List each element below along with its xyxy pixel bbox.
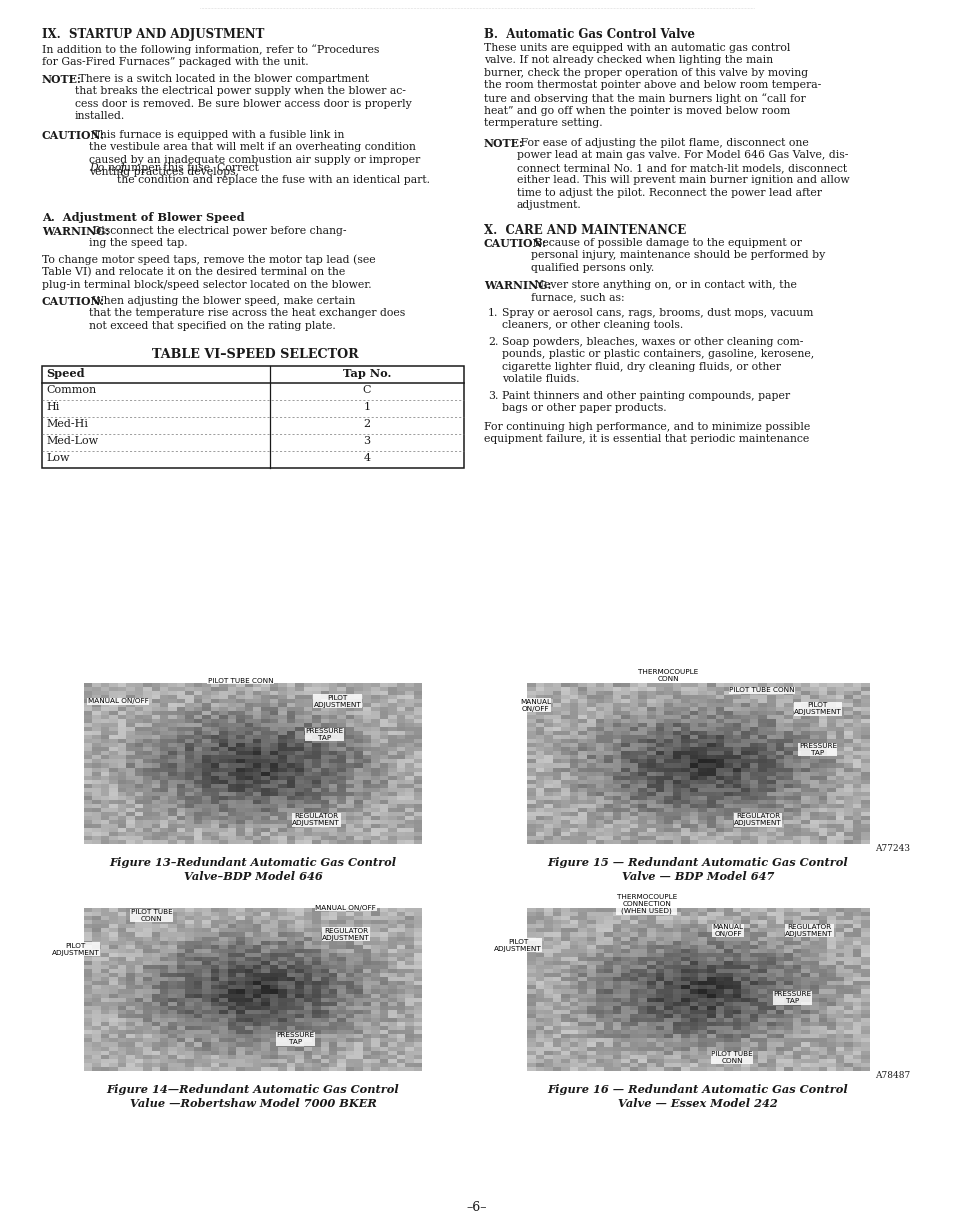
Text: Paint thinners and other painting compounds, paper
bags or other paper products.: Paint thinners and other painting compou… (501, 391, 789, 414)
Text: –6–: –6– (466, 1201, 487, 1214)
Bar (483, 893, 911, 1079)
Text: For continuing high performance, and to minimize possible
equipment failure, it : For continuing high performance, and to … (483, 422, 809, 445)
Text: REGULATOR
ADJUSTMENT: REGULATOR ADJUSTMENT (733, 813, 781, 826)
Text: MANUAL
ON/OFF: MANUAL ON/OFF (519, 699, 550, 711)
Text: REGULATOR
ADJUSTMENT: REGULATOR ADJUSTMENT (321, 927, 370, 941)
Text: MANUAL
ON/OFF: MANUAL ON/OFF (712, 923, 742, 937)
Text: 1: 1 (363, 402, 370, 413)
Text: C: C (362, 386, 371, 395)
Text: Figure 13–Redundant Automatic Gas Control
Valve–BDP Model 646: Figure 13–Redundant Automatic Gas Contro… (110, 857, 396, 882)
Text: REGULATOR
ADJUSTMENT: REGULATOR ADJUSTMENT (293, 813, 340, 826)
Text: IX.  STARTUP AND ADJUSTMENT: IX. STARTUP AND ADJUSTMENT (42, 28, 264, 41)
Text: PILOT TUBE CONN: PILOT TUBE CONN (208, 678, 273, 684)
Text: MANUAL ON/OFF: MANUAL ON/OFF (88, 699, 148, 705)
Text: Hi: Hi (46, 402, 59, 413)
Text: For ease of adjusting the pilot flame, disconnect one
power lead at main gas val: For ease of adjusting the pilot flame, d… (517, 138, 849, 210)
Text: THERMOCOUPLE
CONNECTION
(WHEN USED): THERMOCOUPLE CONNECTION (WHEN USED) (616, 894, 676, 915)
Text: PILOT
ADJUSTMENT: PILOT ADJUSTMENT (314, 695, 361, 707)
Text: NOTE:: NOTE: (483, 138, 523, 149)
Text: PRESSURE
TAP: PRESSURE TAP (772, 991, 810, 1005)
Text: Soap powders, bleaches, waxes or other cleaning com-
pounds, plastic or plastic : Soap powders, bleaches, waxes or other c… (501, 336, 814, 384)
Text: 2.: 2. (488, 336, 497, 348)
Text: CAUTION:: CAUTION: (42, 296, 105, 307)
Text: When adjusting the blower speed, make certain
that the temperature rise across t: When adjusting the blower speed, make ce… (89, 296, 405, 330)
Text: Figure 14—Redundant Automatic Gas Control
Value —Robertshaw Model 7000 BKER: Figure 14—Redundant Automatic Gas Contro… (107, 1084, 399, 1109)
Text: Common: Common (46, 386, 96, 395)
Text: B.  Automatic Gas Control Valve: B. Automatic Gas Control Valve (483, 28, 695, 41)
Text: PILOT TUBE
CONN: PILOT TUBE CONN (131, 909, 172, 922)
Bar (42, 668, 463, 853)
Text: PRESSURE
TAP: PRESSURE TAP (275, 1033, 314, 1045)
Text: A78487: A78487 (874, 1071, 909, 1079)
Text: Speed: Speed (46, 368, 85, 379)
Text: CAUTION:: CAUTION: (483, 238, 547, 249)
Text: PILOT TUBE
CONN: PILOT TUBE CONN (711, 1051, 752, 1063)
Bar (42, 893, 463, 1079)
Text: jumper this fuse. Correct
the condition and replace the fuse with an identical p: jumper this fuse. Correct the condition … (117, 163, 430, 185)
Text: Never store anything on, or in contact with, the
furnace, such as:: Never store anything on, or in contact w… (531, 280, 796, 302)
Text: PRESSURE
TAP: PRESSURE TAP (305, 728, 343, 742)
Text: NOTE:: NOTE: (42, 74, 82, 85)
Text: To change motor speed taps, remove the motor tap lead (see
Table VI) and relocat: To change motor speed taps, remove the m… (42, 254, 375, 290)
Text: MANUAL ON/OFF: MANUAL ON/OFF (315, 905, 375, 911)
Text: A77243: A77243 (874, 844, 909, 853)
Text: Med-Low: Med-Low (46, 436, 98, 446)
Text: A.  Adjustment of Blower Speed: A. Adjustment of Blower Speed (42, 212, 244, 223)
Text: Low: Low (46, 453, 70, 463)
Text: These units are equipped with an automatic gas control
valve. If not already che: These units are equipped with an automat… (483, 43, 821, 129)
Text: PILOT TUBE CONN: PILOT TUBE CONN (729, 688, 794, 693)
Text: X.  CARE AND MAINTENANCE: X. CARE AND MAINTENANCE (483, 223, 685, 237)
Text: THERMOCOUPLE
CONN: THERMOCOUPLE CONN (638, 669, 698, 682)
Text: PILOT
ADJUSTMENT: PILOT ADJUSTMENT (793, 702, 841, 715)
Text: Tap No.: Tap No. (342, 368, 391, 379)
Text: CAUTION:: CAUTION: (42, 130, 105, 141)
Text: WARNING:: WARNING: (483, 280, 551, 291)
Text: Med-Hi: Med-Hi (46, 419, 88, 429)
Text: This furnace is equipped with a fusible link in
the vestibule area that will mel: This furnace is equipped with a fusible … (89, 130, 420, 177)
Text: There is a switch located in the blower compartment
that breaks the electrical p: There is a switch located in the blower … (75, 74, 412, 122)
Text: PRESSURE
TAP: PRESSURE TAP (798, 743, 836, 756)
Text: Disconnect the electrical power before chang-
ing the speed tap.: Disconnect the electrical power before c… (89, 226, 346, 248)
Text: 4: 4 (363, 453, 370, 463)
Text: REGULATOR
ADJUSTMENT: REGULATOR ADJUSTMENT (784, 923, 832, 937)
Bar (42, 366, 463, 468)
Bar (483, 668, 911, 853)
Text: 3: 3 (363, 436, 370, 446)
Text: Because of possible damage to the equipment or
personal injury, maintenance shou: Because of possible damage to the equipm… (531, 238, 824, 273)
Text: Figure 16 — Redundant Automatic Gas Control
Valve — Essex Model 242: Figure 16 — Redundant Automatic Gas Cont… (547, 1084, 847, 1109)
Text: 3.: 3. (488, 391, 497, 402)
Text: In addition to the following information, refer to “Procedures
for Gas-Fired Fur: In addition to the following information… (42, 44, 379, 68)
Text: PILOT
ADJUSTMENT: PILOT ADJUSTMENT (51, 943, 99, 955)
Text: PILOT
ADJUSTMENT: PILOT ADJUSTMENT (494, 939, 541, 952)
Text: 2: 2 (363, 419, 370, 429)
Text: TABLE VI–SPEED SELECTOR: TABLE VI–SPEED SELECTOR (152, 348, 358, 361)
Text: Do not: Do not (89, 163, 126, 173)
Text: 1.: 1. (488, 308, 497, 318)
Text: Figure 15 — Redundant Automatic Gas Control
Valve — BDP Model 647: Figure 15 — Redundant Automatic Gas Cont… (547, 857, 847, 882)
Text: WARNING:: WARNING: (42, 226, 110, 237)
Text: Spray or aerosol cans, rags, brooms, dust mops, vacuum
cleaners, or other cleani: Spray or aerosol cans, rags, brooms, dus… (501, 308, 813, 330)
